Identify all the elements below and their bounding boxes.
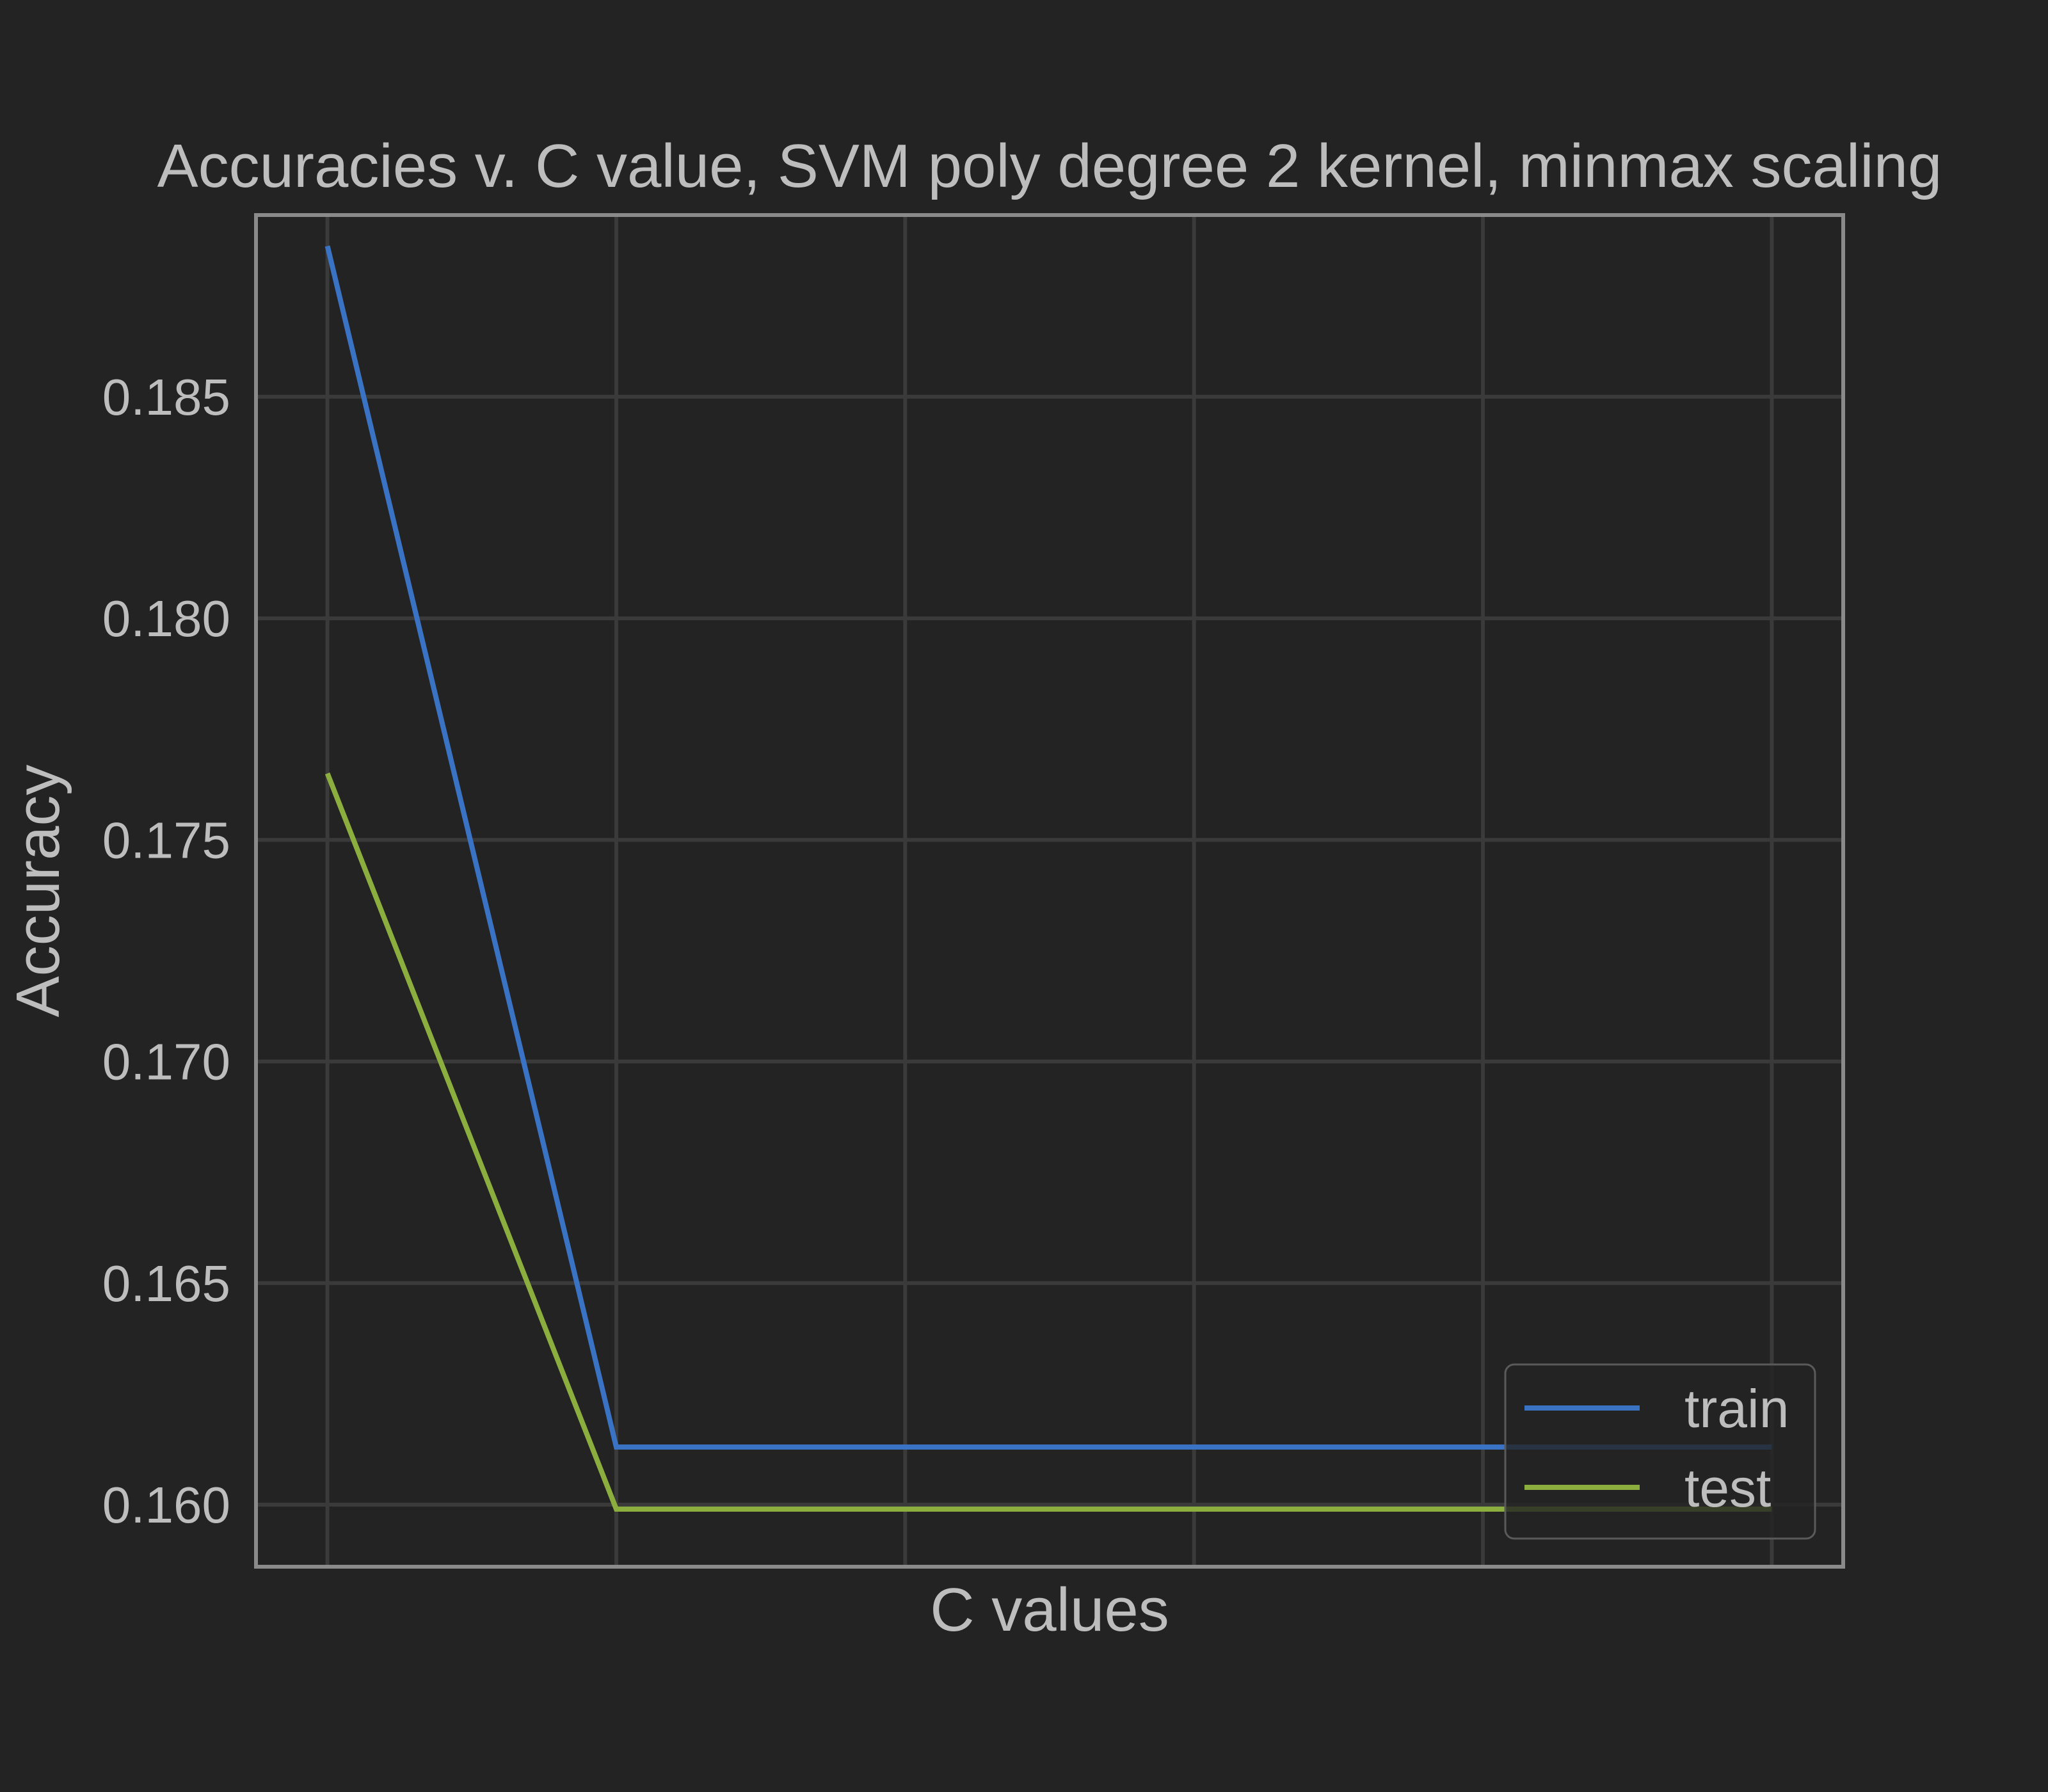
y-tick-labels: 0.160 0.165 0.170 0.175 0.180 0.185 [102, 369, 230, 1533]
series-line-train [324, 245, 1772, 1450]
y-tick-label: 0.185 [102, 369, 230, 426]
y-tick-label: 0.175 [102, 812, 230, 868]
y-axis-label: Accuracy [4, 765, 72, 1018]
legend: train test [1504, 1363, 1816, 1540]
x-axis-label: C values [930, 1576, 1169, 1644]
series-lines [324, 245, 1772, 1512]
y-tick-label: 0.180 [102, 590, 230, 647]
legend-label-train: train [1684, 1379, 1789, 1439]
grid [256, 215, 1843, 1567]
chart-title: Accuracies v. C value, SVM poly degree 2… [157, 132, 1942, 200]
y-tick-label: 0.160 [102, 1476, 230, 1533]
y-tick-label: 0.170 [102, 1034, 230, 1091]
plot-frame [254, 213, 1845, 1569]
y-tick-label: 0.165 [102, 1255, 230, 1312]
legend-label-test: test [1684, 1458, 1771, 1518]
